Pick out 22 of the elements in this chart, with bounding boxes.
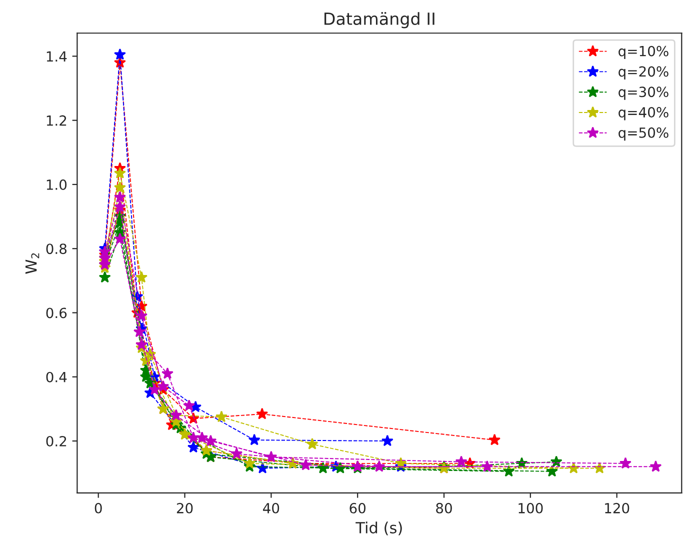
x-tick-label: 40 — [263, 502, 280, 514]
y-tick-label: 1.0 — [46, 179, 67, 190]
legend-label: q=40% — [618, 107, 668, 120]
y-tick-label: 0.8 — [46, 244, 67, 254]
y-tick-label: 0.6 — [46, 308, 67, 318]
x-tick-label: 120 — [605, 502, 630, 514]
x-tick-label: 0 — [94, 502, 102, 514]
legend-label: q=30% — [618, 86, 668, 100]
x-tick-label: 60 — [350, 502, 366, 514]
legend-label: q=20% — [618, 66, 668, 80]
legend-label: q=50% — [618, 127, 668, 141]
x-tick-label: 100 — [518, 502, 543, 514]
x-axis-title: Tid (s) — [356, 522, 402, 536]
x-tick-label: 80 — [436, 502, 452, 514]
legend-label: q=10% — [618, 46, 668, 60]
x-tick-label: 20 — [176, 502, 193, 514]
chart-title: Datamängd II — [324, 12, 434, 28]
y-tick-label: 1.2 — [46, 115, 66, 126]
y-tick-label: 0.4 — [46, 372, 67, 382]
y-tick-label: 1.4 — [46, 51, 67, 62]
y-axis-title: W$_{2}$ — [25, 253, 40, 274]
y-tick-label: 0.2 — [46, 436, 66, 446]
